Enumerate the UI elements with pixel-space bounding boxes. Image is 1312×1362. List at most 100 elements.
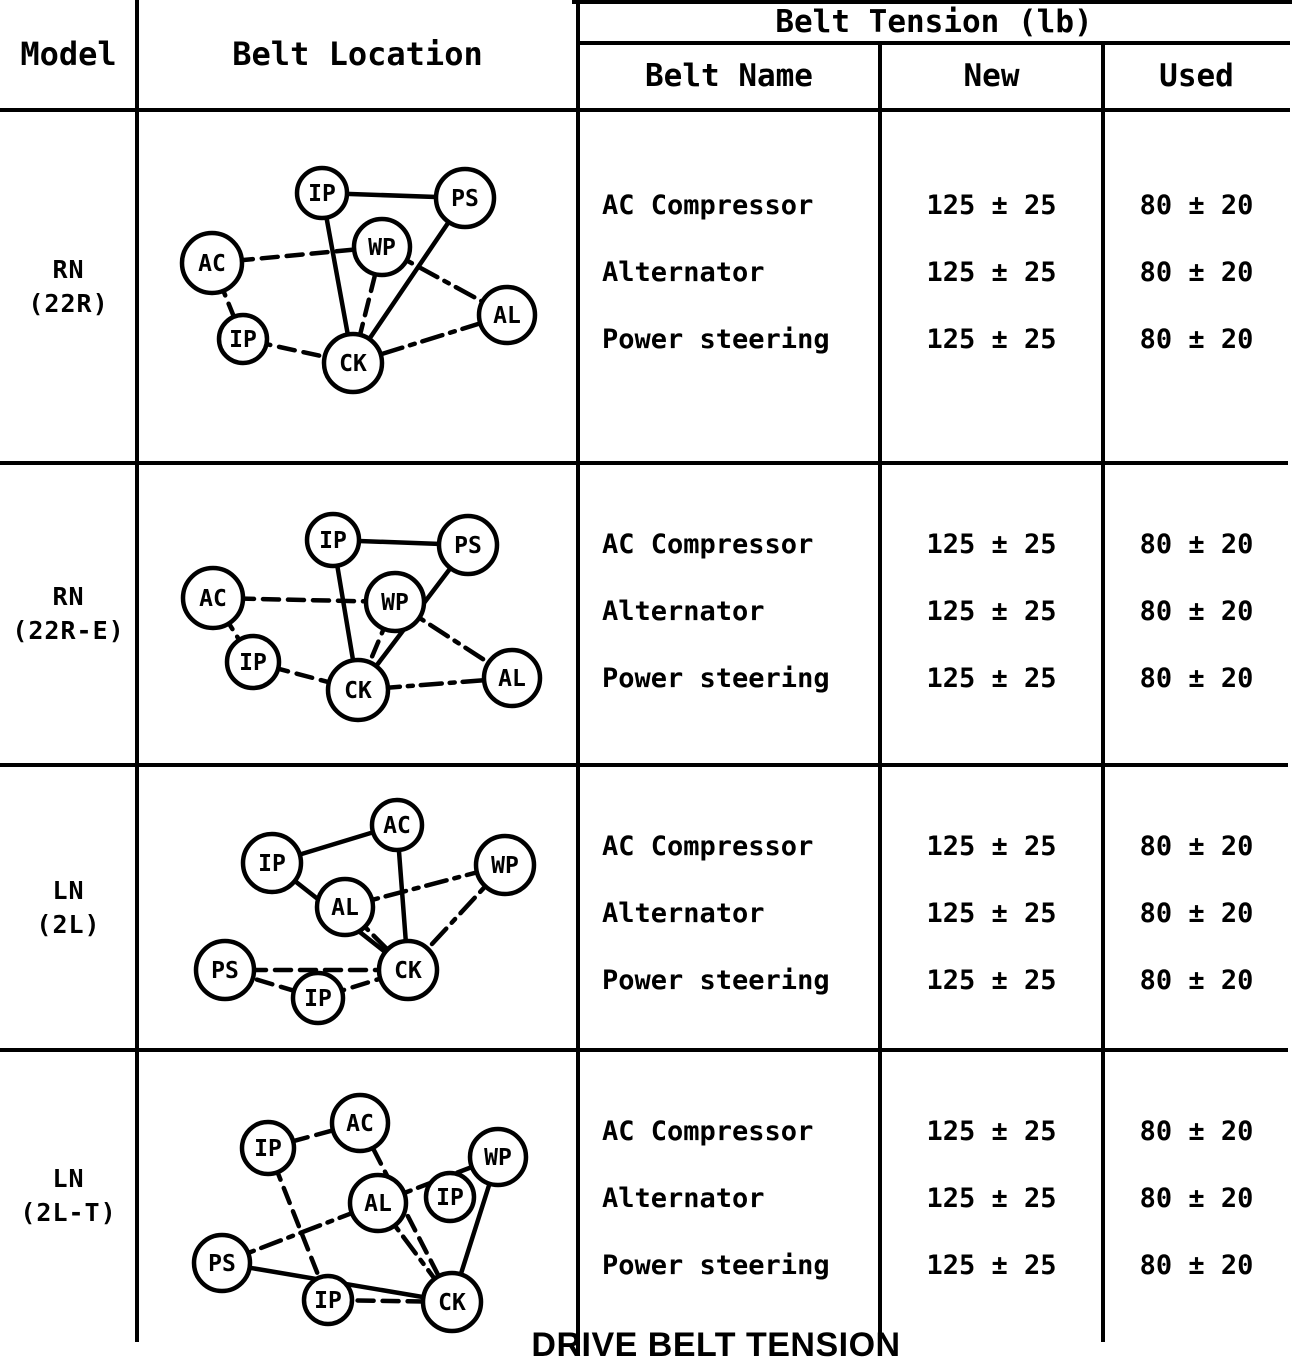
- pulley-label: AL: [331, 895, 359, 921]
- tension-used-value: 80 ± 20: [1139, 1250, 1254, 1281]
- tension-new-value: 125 ± 25: [926, 965, 1057, 996]
- tension-new-value: 125 ± 25: [926, 1116, 1057, 1147]
- pulley-circle-al: [314, 876, 376, 938]
- tension-used-value: 80 ± 20: [1139, 190, 1254, 221]
- pulley-label: WP: [484, 1145, 512, 1171]
- model-cell: LN (2L): [0, 765, 137, 1050]
- table-row: RN (22R-E) IP PS WP AC IP CK AL AC Compressor A…: [0, 463, 1290, 765]
- belt-name: Alternator: [602, 1183, 765, 1214]
- model-code: (22R-E): [12, 616, 125, 645]
- column-header-new: New: [963, 57, 1020, 94]
- divider-row-3: [0, 1048, 1288, 1052]
- table-row: LN (2L-T) IP AC WP AL IP PS IP CK AC Compressor…: [0, 1050, 1290, 1342]
- pulley-circle-ip: [301, 1273, 355, 1327]
- pulley-label: PS: [208, 1251, 236, 1277]
- divider-under-belt-tension: [576, 41, 1290, 45]
- pulley-label: AC: [346, 1111, 374, 1137]
- pulley-circle-wp: [351, 216, 413, 278]
- table-row: RN (22R) IP PS WP AC IP CK AL AC Compressor Alt…: [0, 110, 1290, 463]
- tension-used-value: 80 ± 20: [1139, 965, 1254, 996]
- divider-vertical-model: [135, 0, 139, 1342]
- belt-name: Power steering: [602, 663, 830, 694]
- model-code: (2L): [36, 909, 101, 939]
- pulley-circle-wp: [467, 1126, 529, 1188]
- pulley-circle-ip: [239, 1119, 297, 1177]
- tension-new-cell: 125 ± 25 125 ± 25 125 ± 25: [880, 1050, 1103, 1299]
- tension-used-value: 80 ± 20: [1139, 257, 1254, 288]
- pulley-circle-ck: [321, 331, 385, 395]
- tension-new-value: 125 ± 25: [926, 1250, 1057, 1281]
- pulley-circle-ck: [420, 1270, 484, 1334]
- tension-new-value: 125 ± 25: [926, 529, 1057, 560]
- pulley-label: IP: [304, 986, 332, 1012]
- pulley-label: IP: [229, 327, 257, 353]
- column-header-belt-location: Belt Location: [232, 35, 483, 73]
- belt-name: AC Compressor: [602, 529, 814, 560]
- model-code: (2L-T): [20, 1198, 117, 1227]
- model-cell: RN (22R-E): [0, 463, 137, 765]
- pulley-circle-ck: [325, 657, 391, 723]
- belt-path-dashed: [222, 967, 411, 1001]
- tension-new-value: 125 ± 25: [926, 257, 1057, 288]
- tension-used-cell: 80 ± 20 80 ± 20 80 ± 20: [1103, 765, 1290, 1014]
- pulley-circle-ps: [191, 1232, 253, 1294]
- model-cell: LN (2L-T): [0, 1050, 137, 1342]
- pulley-circle-ip: [294, 165, 350, 221]
- column-header-belt-tension: Belt Tension (lb): [775, 3, 1093, 40]
- belt-name: AC Compressor: [602, 190, 814, 221]
- belt-name: Power steering: [602, 1250, 830, 1281]
- tension-new-value: 125 ± 25: [926, 1183, 1057, 1214]
- divider-vertical-belt-name: [878, 41, 882, 1346]
- pulley-label: AC: [198, 251, 226, 277]
- pulley-circle-ac: [369, 797, 425, 853]
- pulley-label: PS: [451, 186, 479, 212]
- belt-name-cell: AC Compressor Alternator Power steering: [578, 765, 880, 1014]
- model-code: (22R): [28, 288, 109, 318]
- pulley-circle-al: [481, 647, 543, 709]
- pulley-label: AC: [383, 813, 411, 839]
- belt-location-diagram: IP AC WP AL IP PS IP CK: [191, 1092, 529, 1334]
- pulley-label: WP: [491, 853, 519, 879]
- belt-name: Alternator: [602, 898, 765, 929]
- pulley-circle-ip: [240, 831, 304, 895]
- belt-name: Alternator: [602, 596, 765, 627]
- tension-new-cell: 125 ± 25 125 ± 25 125 ± 25: [880, 463, 1103, 712]
- pulley-circle-al: [476, 284, 538, 346]
- tension-used-cell: 80 ± 20 80 ± 20 80 ± 20: [1103, 1050, 1290, 1299]
- model-name: RN: [52, 254, 85, 284]
- pulley-circle-ip: [304, 511, 362, 569]
- pulley-circle-ac: [329, 1092, 391, 1154]
- belt-location-diagram: IP PS WP AC IP CK AL: [180, 511, 543, 723]
- divider-row-2: [0, 763, 1288, 767]
- tension-new-cell: 125 ± 25 125 ± 25 125 ± 25: [880, 110, 1103, 373]
- belt-name: AC Compressor: [602, 1116, 814, 1147]
- model-name: LN: [52, 875, 85, 905]
- pulley-label: WP: [381, 590, 409, 616]
- pulley-label: AL: [493, 303, 521, 329]
- divider-under-header: [0, 108, 1290, 112]
- tension-used-value: 80 ± 20: [1139, 898, 1254, 929]
- belt-path-dashdot: [342, 862, 508, 973]
- belt-name: Alternator: [602, 257, 765, 288]
- tension-new-value: 125 ± 25: [926, 663, 1057, 694]
- belt-path-dashed: [265, 1120, 455, 1305]
- belt-name-cell: AC Compressor Alternator Power steering: [578, 110, 880, 373]
- column-header-used: Used: [1159, 57, 1234, 94]
- tension-used-value: 80 ± 20: [1139, 1183, 1254, 1214]
- pulley-label: AL: [364, 1191, 392, 1217]
- tension-used-cell: 80 ± 20 80 ± 20 80 ± 20: [1103, 110, 1290, 373]
- tension-used-value: 80 ± 20: [1139, 529, 1254, 560]
- pulley-label: CK: [438, 1290, 466, 1316]
- belt-name-cell: AC Compressor Alternator Power steering: [578, 1050, 880, 1299]
- column-header-model: Model: [20, 35, 117, 73]
- divider-vertical-new: [1101, 41, 1105, 1342]
- column-header-belt-name: Belt Name: [645, 57, 813, 94]
- tension-new-value: 125 ± 25: [926, 324, 1057, 355]
- belt-name: Power steering: [602, 324, 830, 355]
- model-name: RN: [52, 582, 85, 612]
- belt-path-solid: [319, 190, 468, 366]
- divider-vertical-location: [576, 0, 580, 1356]
- pulley-label: IP: [436, 1185, 464, 1211]
- table-caption: DRIVE BELT TENSION: [531, 1326, 901, 1362]
